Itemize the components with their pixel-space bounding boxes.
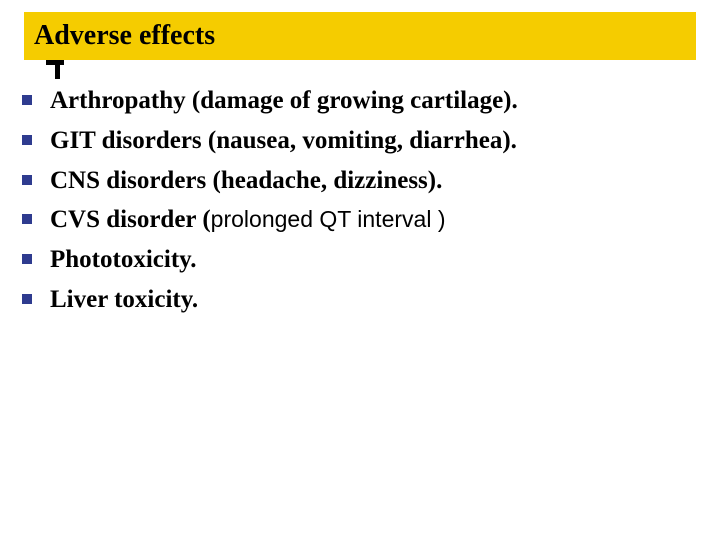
bullet-text: CVS disorder (prolonged QT interval ) — [50, 203, 445, 237]
bullet-square-icon — [22, 135, 32, 145]
bullet-text: GIT disorders (nausea, vomiting, diarrhe… — [50, 124, 517, 158]
list-item: CNS disorders (headache, dizziness). — [22, 164, 696, 198]
bullet-prefix: CVS disorder ( — [50, 206, 211, 233]
slide-title: Adverse effects — [34, 20, 215, 52]
title-bar: Adverse effects — [24, 12, 696, 60]
list-item: CVS disorder (prolonged QT interval ) — [22, 203, 696, 237]
bullet-square-icon — [22, 175, 32, 185]
bullet-list: Arthropathy (damage of growing cartilage… — [22, 84, 696, 323]
bullet-square-icon — [22, 95, 32, 105]
list-item: Arthropathy (damage of growing cartilage… — [22, 84, 696, 118]
list-item: GIT disorders (nausea, vomiting, diarrhe… — [22, 124, 696, 158]
bullet-alt-text: prolonged QT interval ) — [211, 206, 446, 232]
bullet-square-icon — [22, 294, 32, 304]
bullet-text: Phototoxicity. — [50, 243, 197, 277]
bullet-square-icon — [22, 254, 32, 264]
title-underline-accent-v — [55, 65, 60, 79]
bullet-text: CNS disorders (headache, dizziness). — [50, 164, 442, 198]
bullet-text: Liver toxicity. — [50, 283, 198, 317]
list-item: Phototoxicity. — [22, 243, 696, 277]
bullet-square-icon — [22, 214, 32, 224]
list-item: Liver toxicity. — [22, 283, 696, 317]
bullet-text: Arthropathy (damage of growing cartilage… — [50, 84, 518, 118]
